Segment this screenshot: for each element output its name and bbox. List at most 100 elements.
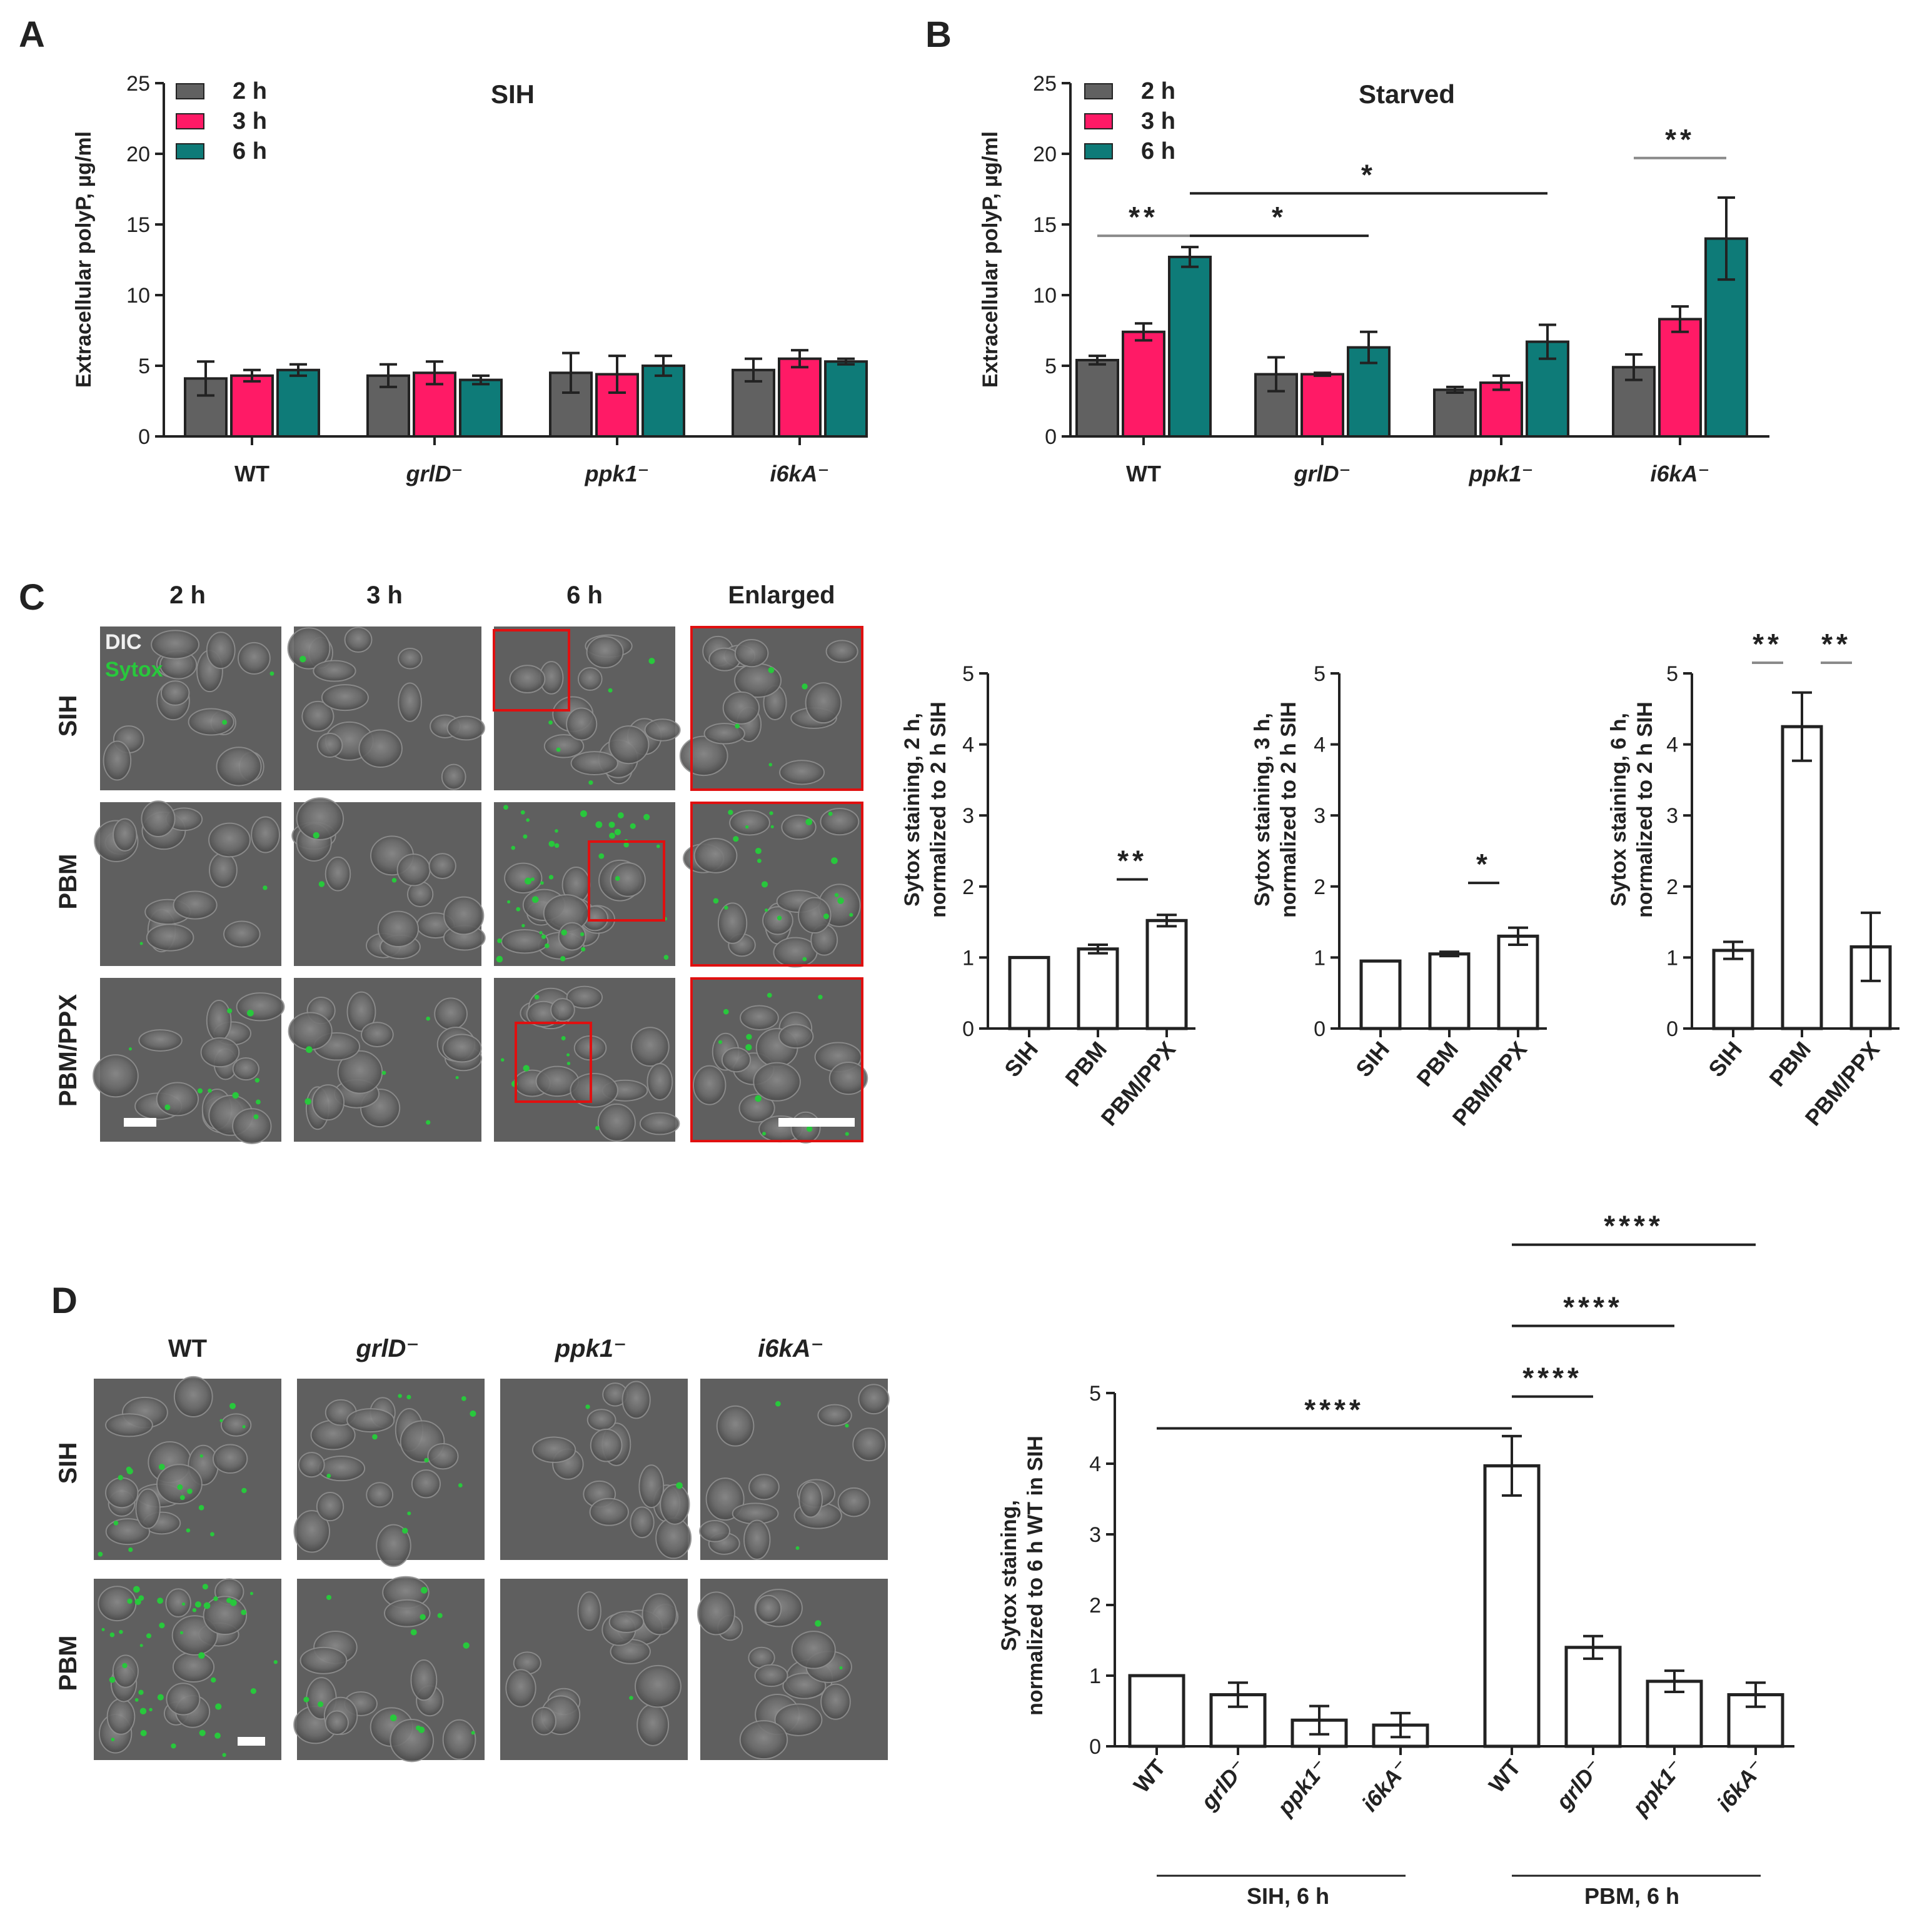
mic-c-image-r1-c3-sytox-dot-14 [802,957,807,962]
mic-c-image-r1-c0-cell-5 [146,923,194,952]
panel-d-microscopy: WT grlD⁻ ppk1⁻ i6kA⁻ SIH PBM [54,1335,890,1763]
mic-c-image-r1-c1-sytox-dot-0 [391,878,397,883]
mic-d-image-r1-c0-sytox-dot-3 [171,1743,176,1749]
mic-d-image-r0-c2-cell-5 [589,1497,629,1526]
mic-d-image-r0-c0 [94,1376,281,1560]
mic-c-image-r0-c3-cell-2 [779,760,825,785]
mic-d-image-r0-c1 [293,1379,485,1567]
mic-c-image-r1-c2-sytox-dot-6 [507,900,511,904]
mic-d-image-r0-c0-sytox-dot-11 [186,1528,191,1533]
mic-c-image-r1-c3-cell-4 [773,937,818,968]
legend-swatch-3h [176,113,204,129]
mic-c-image-r0-c0-cell-5 [103,740,132,781]
mic-c-image-r2-c3-sytox-dot-9 [818,995,823,1000]
mic-c-image-r2-c2-sytox-dot-7 [566,1062,571,1065]
chart-d-sig-0-significance-label: **** [1304,1394,1364,1426]
mic-d-image-r1-c0-sytox-dot-11 [127,1598,133,1604]
chart-b-ytick-label-10: 10 [1033,284,1057,308]
mic-c-image-r1-c0-cell-3 [209,852,238,888]
mic-d-image-r0-c2-cell-6 [621,1381,651,1419]
mic-c-image-r2-c1-sytox-dot-5 [455,1075,459,1080]
chart-b-bar-0-2 [1168,255,1212,438]
chart-c3-sig-0-significance-label: ** [1753,628,1783,660]
mic-d-image-r0-c0-cell-12 [156,1464,203,1504]
mic-c-image-r1-c1 [291,797,486,966]
mic-c-image-r1-c0 [94,800,281,966]
mic-c-image-r0-c1-cell-13 [316,732,343,758]
mic-c-image-r2-c3-sytox-dot-2 [767,992,772,998]
mic-c-zoom-box-pbmppx [515,1022,592,1103]
mic-d-image-r1-c2-cell-13 [577,1591,601,1631]
mic-c-image-r2-c2 [494,978,680,1142]
mic-c-image-r1-c2-sytox-dot-19 [548,875,554,880]
mic-c-col-6h: 6 h [566,581,603,609]
mic-d-image-r1-c0-cell-7 [112,1654,139,1688]
chart-c3-category-label-0: SIH [1703,1037,1747,1082]
mic-c-image-r1-c3-sytox-dot-2 [831,857,838,864]
chart-d-category-label-4: WT [1484,1754,1526,1798]
chart-b-bar-2-0 [1433,388,1477,438]
mic-d-image-r1-c3-cell-9 [697,1591,735,1636]
chart-c3-ytick-label-5: 5 [1666,662,1678,686]
mic-d-image-r0-c0-cell-5 [220,1413,252,1437]
mic-c-image-r2-c2-sytox-dot-6 [523,1065,530,1072]
mic-c-image-r2-c1-cell-3 [434,997,468,1030]
mic-d-image-r1-c0-sytox-dot-17 [194,1601,201,1608]
mic-d-image-r1-c2-cell-5 [641,1593,677,1636]
chart-a-bar-0-2 [276,368,320,438]
chart-d-bar-4 [1483,1464,1541,1748]
mic-d-image-r0-c0-sytox-dot-7 [187,1488,193,1494]
mic-d-image-r1-c0-sytox-dot-28 [215,1703,222,1710]
mic-d-image-r0-c2 [500,1379,692,1560]
mic-c-image-r1-c1-cell-11 [396,853,431,887]
mic-c-image-r0-c2-sytox-dot-3 [588,780,593,785]
mic-c-image-r1-c0-cell-10 [173,890,218,920]
mic-c-image-r1-c1-sytox-dot-2 [318,881,325,887]
mic-c-image-r1-c2-sytox-dot-37 [598,853,605,859]
mic-d-image-r1-c0-sytox-dot-26 [159,1623,165,1629]
mic-c-image-r0-c1-cell-11 [446,715,485,741]
panel-label-d: D [51,1280,78,1321]
mic-d-image-r1-c0-sytox-dot-37 [139,1644,143,1648]
mic-d-image-r1-c2-sytox-dot-0 [629,1696,633,1700]
mic-d-image-r1-c3-sytox-dot-1 [815,1620,822,1627]
mic-d-image-r0-c3-cell-11 [798,1481,823,1518]
chart-a-ytick-label-10: 10 [126,284,150,308]
mic-c-image-r2-c3-cell-10 [721,1047,752,1073]
mic-d-image-r1-c1-sytox-dot-7 [410,1629,417,1636]
mic-c-image-r2-c2-sytox-dot-1 [534,994,540,1000]
mic-c-image-r0-c0-cell-11 [160,680,190,706]
mic-c-image-r2-c3-cell-9 [692,1065,727,1105]
mic-c-image-r1-c3-sytox-dot-19 [745,825,749,829]
mic-d-image-r1-c1-cell-7 [442,1719,476,1760]
mic-d-image-r1-c0-cell-11 [166,1683,201,1716]
chart-c1-ytick-label-1: 1 [962,946,974,970]
mic-c-image-r2-c0-cell-4 [232,1057,259,1081]
mic-d-image-r0-c0-cell-6 [105,1413,153,1437]
mic-c-image-r2-c3 [690,977,868,1144]
mic-c-image-r1-c1-cell-12 [428,853,456,880]
chart-b-ytick-label-20: 20 [1033,143,1057,166]
mic-d-image-r0-c0-sytox-dot-4 [198,1505,204,1511]
mic-c-image-r1-c3-cell-9 [781,814,817,840]
chart-c2-category-label-1: PBM [1411,1037,1463,1092]
mic-c-col-2h: 2 h [169,581,206,609]
mic-c-scale-bar [124,1118,156,1127]
mic-d-image-r1-c0-cell-4 [106,1698,136,1735]
chart-d-category-label-0: WT [1129,1754,1170,1798]
mic-d-image-r0-c1-sytox-dot-7 [407,1511,411,1516]
mic-d-image-r0-c1-cell-10 [427,1442,459,1470]
mic-c-image-r1-c2-cell-1 [610,862,646,897]
mic-c-image-r2-c0-sytox-dot-5 [232,1092,239,1099]
mic-c-image-r1-c3-sytox-dot-6 [828,812,833,816]
mic-d-image-r0-c1-sytox-dot-9 [406,1394,411,1400]
mic-c-image-r1-c2-sytox-dot-11 [617,812,624,818]
mic-c-enlarged-frame-r1 [690,802,863,967]
chart-d-bar-5 [1564,1646,1622,1748]
mic-c-image-r0-c2-sytox-dot-4 [608,688,613,693]
mic-d-image-r1-c0-sytox-dot-12 [230,1599,237,1606]
panel-c-charts: Sytox staining, 2 h, normalized to 2 h S… [900,702,1657,918]
legend-b-label-6h: 6 h [1141,138,1175,164]
chart-c2-ytick-label-2: 2 [1314,875,1326,899]
mic-d-image-r1-c3-cell-10 [791,1631,836,1669]
